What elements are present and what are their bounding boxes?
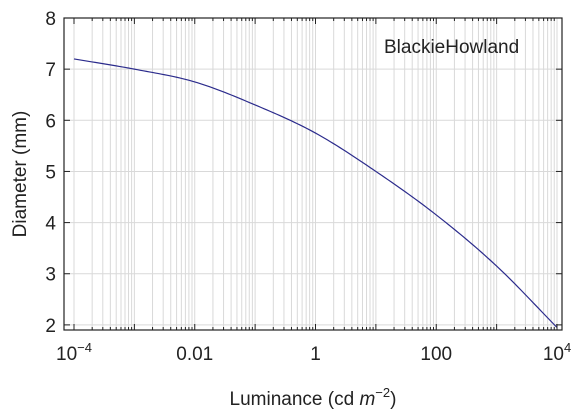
y-axis-title: Diameter (mm) xyxy=(10,111,31,238)
x-axis-title: Luminance (cd m−2) xyxy=(230,385,397,410)
y-tick-label: 5 xyxy=(45,162,56,183)
series-line-0 xyxy=(73,58,558,328)
x-axis-unit-exponent: −2 xyxy=(375,385,390,400)
y-tick-label: 7 xyxy=(45,60,56,81)
x-tick-labels: 10−4 0.01 1 100 104 xyxy=(56,340,571,365)
x-tick-label: 10−4 xyxy=(56,340,92,365)
y-tick-label: 6 xyxy=(45,111,56,132)
series-label: BlackieHowland xyxy=(384,37,519,58)
y-tick-label: 2 xyxy=(45,316,56,337)
x-tick-label: 0.01 xyxy=(176,344,213,365)
y-tick-label: 4 xyxy=(45,214,56,235)
plot-area xyxy=(73,58,558,328)
x-tick-label: 100 xyxy=(420,344,452,365)
x-axis-title-text: Luminance (cd xyxy=(230,389,360,410)
x-tick-label: 1 xyxy=(310,344,321,365)
y-tick-labels: 2 3 4 5 6 7 8 xyxy=(45,9,56,337)
axis-ticks xyxy=(64,17,562,330)
grid-lines xyxy=(64,17,562,330)
y-tick-label: 8 xyxy=(45,9,56,30)
y-tick-label: 3 xyxy=(45,265,56,286)
x-axis-unit: m xyxy=(359,389,375,410)
x-tick-label: 104 xyxy=(543,340,571,365)
x-axis-title-close: ) xyxy=(390,389,396,410)
